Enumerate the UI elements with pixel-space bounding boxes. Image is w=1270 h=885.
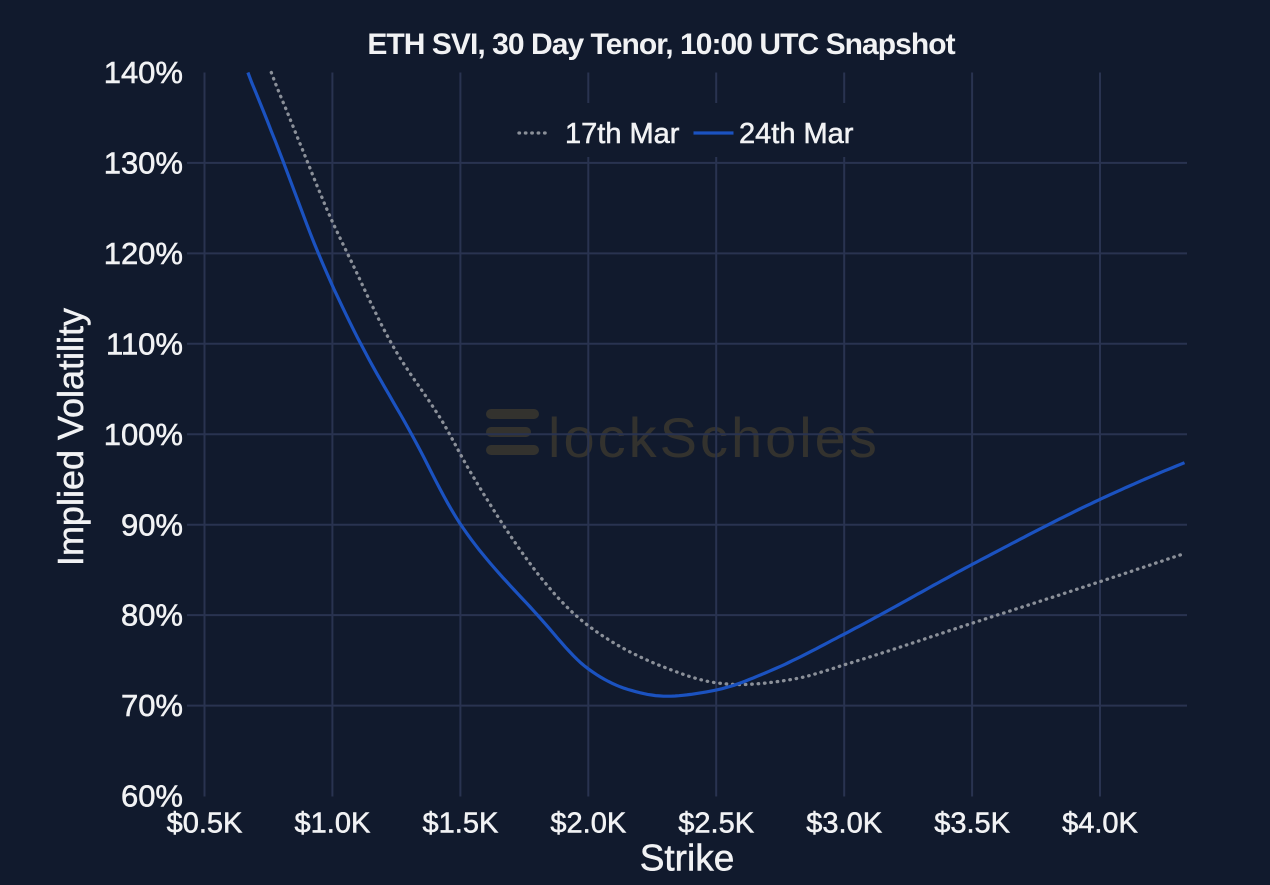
svg-text:Strike: Strike <box>640 837 735 878</box>
svg-text:70%: 70% <box>121 688 183 723</box>
svg-text:ETH SVI, 30 Day Tenor, 10:00 U: ETH SVI, 30 Day Tenor, 10:00 UTC Snapsho… <box>367 28 955 61</box>
svg-text:17th Mar: 17th Mar <box>565 118 680 150</box>
svg-text:80%: 80% <box>121 598 183 633</box>
svg-text:100%: 100% <box>104 417 183 452</box>
svg-text:$2.5K: $2.5K <box>678 807 754 839</box>
svg-text:Implied Volatility: Implied Volatility <box>50 308 91 566</box>
svg-text:140%: 140% <box>104 55 183 90</box>
svg-text:$3.0K: $3.0K <box>806 807 882 839</box>
svg-text:$4.0K: $4.0K <box>1062 807 1138 839</box>
svg-text:lockScholes: lockScholes <box>548 406 880 469</box>
svg-text:$1.5K: $1.5K <box>423 807 499 839</box>
svg-text:110%: 110% <box>106 326 183 361</box>
svg-text:60%: 60% <box>121 779 183 814</box>
svg-text:$3.5K: $3.5K <box>934 807 1010 839</box>
svg-text:$2.0K: $2.0K <box>550 807 626 839</box>
svg-text:$0.5K: $0.5K <box>167 807 243 839</box>
svg-text:120%: 120% <box>104 236 183 271</box>
svg-text:24th Mar: 24th Mar <box>739 118 854 150</box>
svg-text:90%: 90% <box>121 507 183 542</box>
svg-text:$1.0K: $1.0K <box>295 807 371 839</box>
svg-text:130%: 130% <box>104 146 183 181</box>
